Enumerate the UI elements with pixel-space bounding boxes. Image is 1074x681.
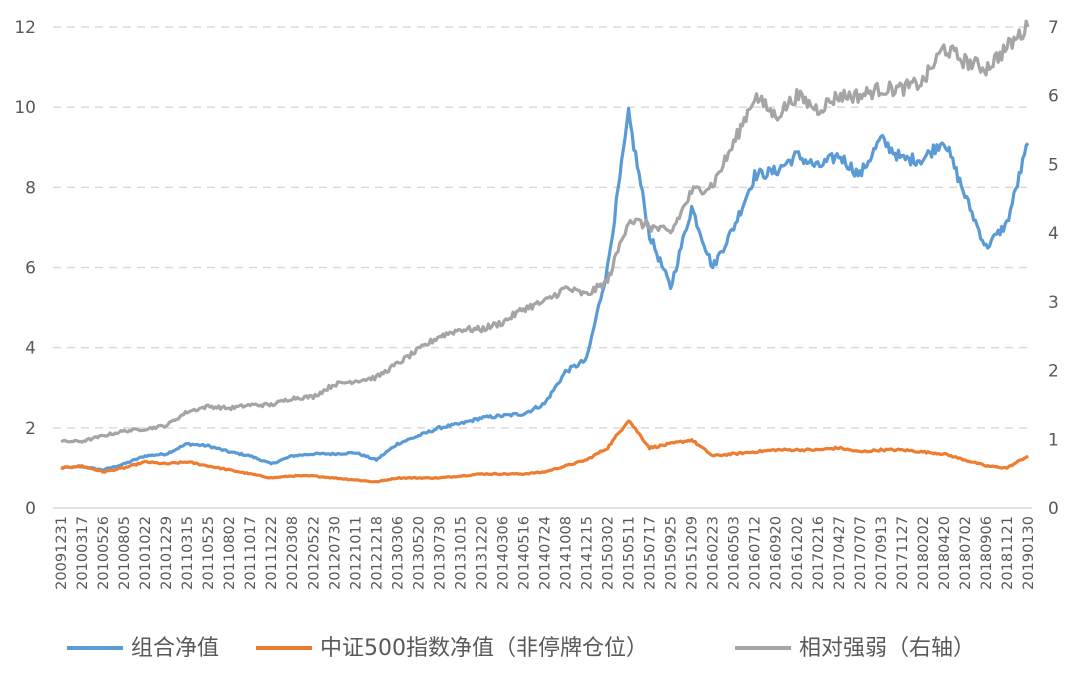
x-tick-label: 20150511 (622, 516, 638, 590)
x-tick-label: 20150302 (601, 516, 617, 590)
gridlines (53, 26, 1032, 429)
x-tick-label: 20170913 (874, 516, 890, 590)
x-tick-label: 20160920 (769, 516, 785, 590)
x-tick-label: 20140516 (516, 516, 532, 590)
x-tick-label: 20111017 (243, 516, 259, 590)
series-line-2 (60, 19, 1030, 444)
y-left-tick-label: 2 (25, 419, 36, 439)
y-left-tick-label: 0 (25, 499, 36, 519)
x-tick-label: 20140724 (538, 516, 554, 590)
x-tick-label: 20131015 (453, 516, 469, 590)
y-right-tick-label: 4 (1048, 224, 1059, 244)
x-tick-label: 20160223 (706, 516, 722, 590)
x-tick-label: 20110802 (222, 516, 238, 590)
x-tick-label: 20180906 (979, 516, 995, 590)
y-right-tick-label: 6 (1048, 87, 1059, 107)
x-tick-label: 20180420 (937, 516, 953, 590)
x-tick-label: 20170427 (832, 516, 848, 590)
y-left-tick-label: 8 (25, 178, 36, 198)
x-tick-label: 20140306 (495, 516, 511, 590)
x-tick-label: 20171127 (895, 516, 911, 590)
x-tick-label: 20160503 (727, 516, 743, 590)
x-tick-label: 20160712 (748, 516, 764, 590)
x-tick-label: 20190130 (1021, 516, 1037, 590)
x-tick-label: 20130306 (390, 516, 406, 590)
y-left-tick-label: 12 (14, 18, 36, 38)
x-tick-label: 20170707 (853, 516, 869, 590)
x-tick-label: 20181121 (1000, 516, 1016, 590)
x-tick-label: 20141215 (580, 516, 596, 590)
x-tick-label: 20130520 (411, 516, 427, 590)
x-tick-label: 20120730 (327, 516, 343, 590)
series-lines (60, 19, 1030, 484)
x-tick-label: 20180702 (958, 516, 974, 590)
y-left-tick-label: 4 (25, 339, 36, 359)
x-tick-label: 20091231 (54, 516, 70, 590)
y-right-tick-label: 5 (1048, 155, 1059, 175)
x-tick-label: 20121218 (369, 516, 385, 590)
y-right-tick-label: 2 (1048, 362, 1059, 382)
x-tick-label: 20151209 (685, 516, 701, 590)
x-tick-label: 20180202 (916, 516, 932, 590)
y-left-tick-label: 10 (14, 98, 36, 118)
legend-label: 相对强弱（右轴） (799, 636, 975, 661)
y-right-tick-label: 7 (1048, 18, 1059, 38)
x-tick-label: 20101022 (138, 516, 154, 590)
legend-label: 组合净值 (131, 636, 219, 661)
x-tick-label: 20150925 (664, 516, 680, 590)
x-tick-label: 20100317 (75, 516, 91, 590)
x-tick-label: 20121011 (348, 516, 364, 590)
x-tick-label: 20100805 (117, 516, 133, 590)
x-tick-label: 20141008 (559, 516, 575, 590)
x-tick-label: 20170216 (811, 516, 827, 590)
x-tick-label: 20150717 (643, 516, 659, 590)
x-tick-label: 20110315 (180, 516, 196, 590)
legend: 组合净值 中证500指数净值（非停牌仓位） 相对强弱（右轴） (67, 636, 975, 661)
x-tick-label: 20111222 (264, 516, 280, 590)
x-tick-label: 20131220 (474, 516, 490, 590)
x-tick-label: 20120522 (306, 516, 322, 590)
x-tick-label: 20101229 (159, 516, 175, 590)
y-right-tick-label: 1 (1048, 430, 1059, 450)
y-left-tick-label: 6 (25, 259, 36, 279)
series-line-0 (60, 106, 1030, 472)
series-line-1 (60, 419, 1030, 484)
x-tick-label: 20100526 (96, 516, 112, 590)
legend-label: 中证500指数净值（非停牌仓位） (320, 636, 648, 661)
x-tick-label: 20120308 (285, 516, 301, 590)
x-tick-label: 20130730 (432, 516, 448, 590)
y-right-tick-label: 0 (1048, 499, 1059, 519)
x-tick-label: 20161202 (790, 516, 806, 590)
y-right-tick-label: 3 (1048, 293, 1059, 313)
x-tick-label: 20110525 (201, 516, 217, 590)
